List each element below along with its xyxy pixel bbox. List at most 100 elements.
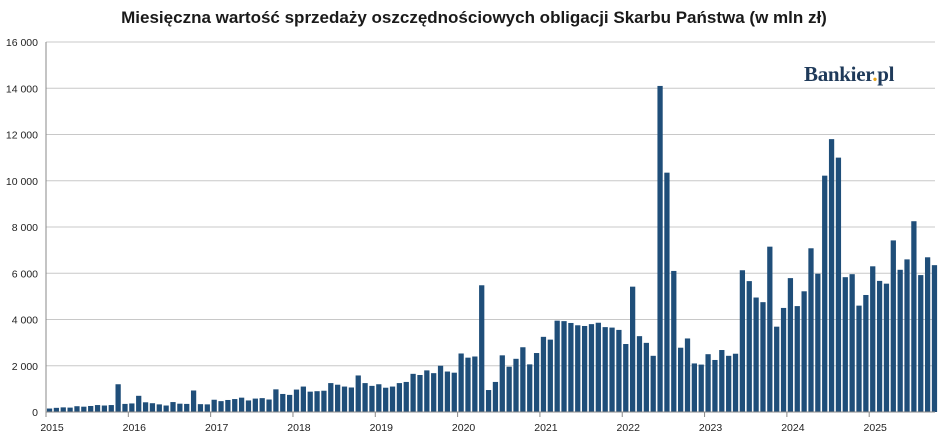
bar	[321, 390, 327, 412]
bar	[767, 246, 773, 412]
bar	[376, 384, 382, 412]
bar	[417, 375, 423, 412]
bar	[774, 326, 780, 412]
bar	[616, 329, 622, 412]
x-tick-label: 2020	[452, 422, 476, 434]
bar	[300, 386, 306, 412]
bar	[211, 399, 217, 412]
chart-title: Miesięczna wartość sprzedaży oszczędnośc…	[121, 8, 827, 27]
x-tick-label: 2016	[123, 422, 147, 434]
bar	[431, 373, 437, 412]
bar	[67, 407, 73, 412]
bar	[924, 257, 931, 412]
y-axis-ticks: 0 2 000 4 000 6 000 8 000 10 000 12 000 14 000 1…	[6, 37, 38, 419]
bar	[197, 404, 204, 412]
bar	[259, 398, 265, 413]
bar	[931, 265, 938, 412]
bar	[650, 355, 656, 412]
y-tick-label: 2 000	[12, 361, 38, 373]
bar	[540, 336, 547, 412]
bar	[149, 403, 156, 412]
bar	[609, 327, 615, 412]
bar	[746, 281, 752, 412]
bar	[657, 85, 663, 412]
bar	[863, 294, 869, 412]
bar	[184, 403, 190, 412]
bar	[828, 139, 835, 413]
bar	[122, 403, 128, 412]
y-tick-label: 6 000	[12, 268, 38, 280]
bar	[362, 383, 368, 412]
bar	[74, 406, 80, 412]
bar	[190, 390, 197, 412]
y-tick-label: 4 000	[12, 315, 38, 327]
bar	[232, 399, 238, 412]
bar	[266, 399, 272, 412]
bar	[472, 356, 478, 412]
bar	[499, 355, 505, 412]
bar	[623, 344, 629, 412]
logo-text-post: pl	[877, 62, 895, 86]
x-tick-label: 2015	[40, 422, 64, 434]
bankier-logo: Bankier.pl	[804, 62, 895, 87]
bar	[595, 322, 601, 412]
bar	[328, 383, 334, 412]
logo-text-pre: Bankier	[804, 62, 873, 86]
bar	[705, 354, 711, 412]
bar	[801, 291, 807, 412]
bar	[815, 273, 821, 412]
bar	[506, 366, 512, 412]
bar	[671, 270, 677, 412]
y-tick-label: 0	[32, 407, 38, 419]
bar	[101, 405, 108, 412]
bar	[444, 371, 451, 412]
bar	[568, 322, 574, 412]
bar	[115, 384, 121, 412]
bar	[883, 283, 890, 412]
bar	[369, 385, 375, 412]
bar	[81, 406, 87, 412]
bar	[410, 373, 416, 412]
bar	[245, 400, 252, 412]
bar	[808, 248, 814, 412]
bar	[527, 364, 533, 412]
x-tick-label: 2017	[205, 422, 229, 434]
bar	[170, 402, 176, 412]
bar	[911, 221, 917, 412]
bar	[53, 407, 60, 412]
bar	[691, 363, 697, 412]
bar	[753, 297, 759, 412]
bar	[341, 386, 348, 412]
bar	[204, 404, 210, 412]
bar	[485, 390, 492, 412]
bar	[561, 321, 567, 412]
bar	[870, 266, 876, 412]
bar	[108, 405, 114, 412]
bar	[739, 270, 746, 412]
gridlines	[46, 41, 935, 367]
x-axis-ticks: 2015 2016 2017 2018 2019 2020 2021 2022 2023 2024…	[40, 412, 887, 434]
bar	[897, 269, 903, 412]
bar	[698, 364, 704, 412]
bar	[554, 320, 560, 412]
bar	[918, 275, 924, 412]
bar	[287, 394, 293, 412]
bar	[575, 325, 581, 412]
bar	[787, 278, 794, 412]
bar	[293, 389, 300, 412]
bar	[142, 402, 149, 412]
bar	[835, 157, 842, 413]
bar	[678, 347, 684, 412]
y-tick-label: 14 000	[6, 83, 38, 95]
bar	[218, 401, 224, 412]
bar	[520, 347, 526, 412]
bar	[602, 327, 608, 412]
bar	[383, 387, 389, 412]
bar	[719, 350, 725, 412]
bar	[348, 387, 354, 412]
bar	[630, 286, 636, 412]
bar	[46, 408, 53, 412]
bar	[60, 407, 66, 413]
bar	[904, 259, 910, 413]
